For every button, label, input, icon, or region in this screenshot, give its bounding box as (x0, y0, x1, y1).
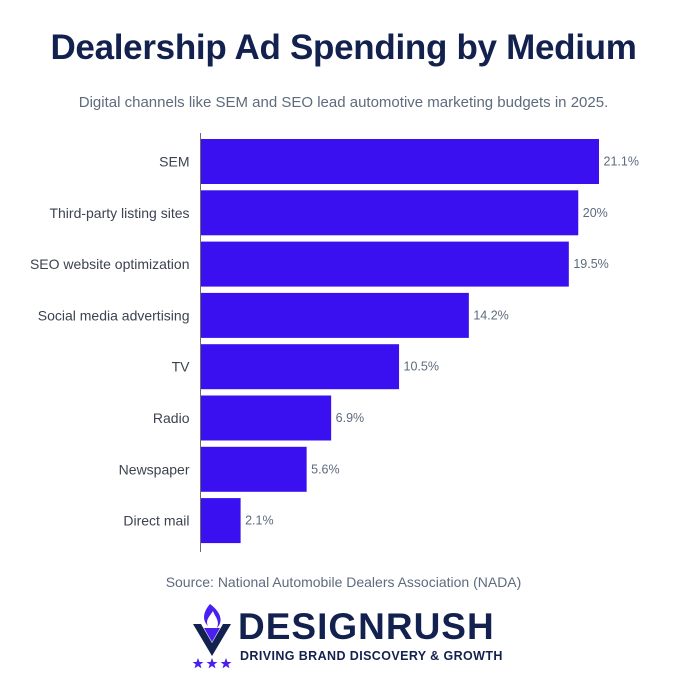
bar (201, 498, 241, 544)
category-label: TV (172, 359, 191, 375)
bar (201, 292, 469, 338)
value-label: 21.1% (604, 155, 639, 169)
source-note: Source: National Automobile Dealers Asso… (165, 574, 522, 590)
category-label: Third-party listing sites (49, 205, 189, 221)
bar (201, 139, 599, 184)
value-label: 20% (583, 206, 608, 220)
category-label: Newspaper (119, 461, 190, 477)
chart-title: Dealership Ad Spending by Medium (50, 28, 637, 67)
value-label: 10.5% (404, 360, 439, 374)
value-label: 5.6% (311, 462, 340, 476)
category-label: Social media advertising (38, 307, 190, 323)
value-label: 2.1% (245, 514, 274, 528)
bar (201, 190, 579, 236)
bar-chart: SEM 21.1% Third-party listing sites 20% SEO … (30, 133, 639, 552)
value-label: 6.9% (336, 411, 365, 425)
brand-name: DESIGNRUSH (238, 606, 495, 647)
value-label: 19.5% (573, 257, 608, 271)
bar (201, 344, 400, 390)
value-label: 14.2% (473, 308, 508, 322)
category-label: Radio (153, 410, 190, 426)
brand-tagline: DRIVING BRAND DISCOVERY & GROWTH (240, 649, 503, 663)
chart-subtitle: Digital channels like SEM and SEO lead a… (78, 94, 609, 111)
bar (201, 241, 569, 287)
category-label: Direct mail (123, 513, 189, 529)
bar (201, 446, 307, 492)
flame-chevron-icon (192, 604, 232, 669)
category-label: SEM (159, 154, 189, 170)
bar (201, 395, 332, 441)
category-label: SEO website optimization (30, 256, 190, 272)
designrush-logo: DESIGNRUSH DRIVING BRAND DISCOVERY & GRO… (190, 602, 520, 672)
